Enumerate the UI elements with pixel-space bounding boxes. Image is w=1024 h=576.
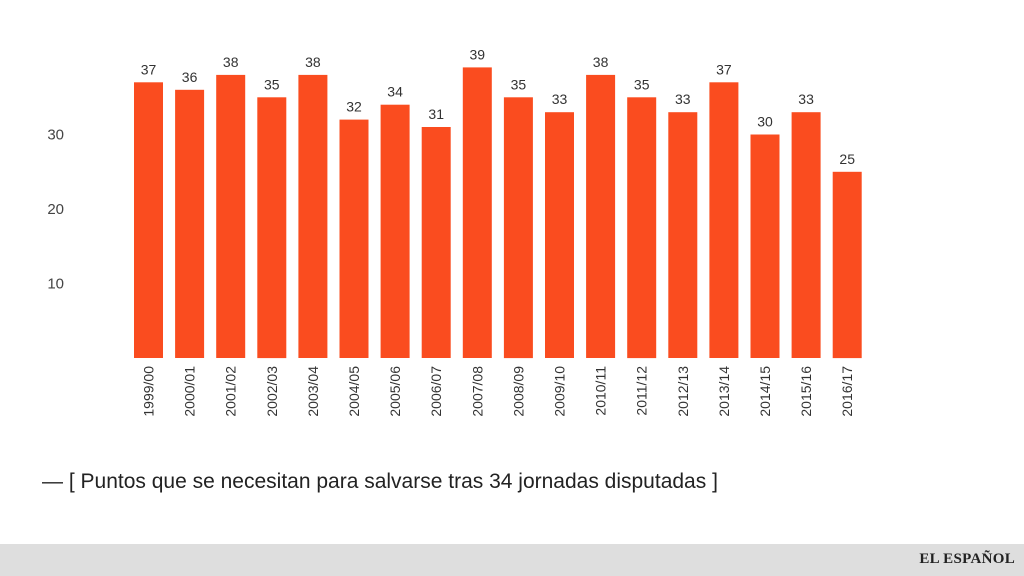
x-tick-label-2009-10: 2009/10 — [552, 366, 568, 417]
y-tick-label-30: 30 — [47, 127, 64, 144]
bar-2007-08 — [462, 67, 492, 359]
x-tick-label-2007-08: 2007/08 — [469, 366, 485, 417]
bar-2004-05 — [339, 119, 369, 358]
x-tick-label-2015-16: 2015/16 — [798, 366, 814, 417]
x-tick-label-2010-11: 2010/11 — [593, 366, 609, 416]
bar-2009-10 — [545, 112, 574, 358]
x-tick-label-2011-12: 2011/12 — [634, 366, 650, 416]
x-tick-label-2001-02: 2001/02 — [223, 366, 239, 417]
value-label-2006-07: 31 — [428, 106, 444, 122]
bar-2008-09 — [503, 97, 533, 359]
x-tick-label-1999-00: 1999/00 — [141, 366, 157, 417]
x-tick-label-2005-06: 2005/06 — [387, 366, 403, 417]
value-label-1999-00: 37 — [141, 61, 157, 77]
value-label-2001-02: 38 — [223, 54, 239, 70]
value-label-2015-16: 33 — [798, 91, 814, 107]
x-tick-label-2006-07: 2006/07 — [428, 366, 444, 417]
value-label-2003-04: 38 — [305, 54, 321, 70]
value-label-2011-12: 35 — [634, 76, 650, 92]
x-tick-label-2000-01: 2000/01 — [182, 366, 198, 417]
bar-chart: 10 20 30 37 1999/00 36 2000/01 38 2001/02 35 2002/… — [47, 46, 862, 417]
value-label-2007-08: 39 — [470, 46, 486, 62]
caption-text: [ Puntos que se necesitan para salvarse … — [68, 470, 718, 493]
bar-2002-03 — [257, 97, 287, 359]
x-tick-label-2014-15: 2014/15 — [757, 366, 773, 417]
bar-2010-11 — [586, 74, 616, 359]
x-tick-label-2008-09: 2008/09 — [510, 366, 526, 417]
bar-2006-07 — [421, 127, 451, 358]
brand-logo-text: EL ESPAÑOL — [919, 551, 1015, 567]
value-label-2013-14: 37 — [716, 61, 732, 77]
bar-2011-12 — [627, 97, 657, 359]
x-tick-label-2016-17: 2016/17 — [839, 366, 855, 417]
value-label-2005-06: 34 — [387, 84, 403, 100]
x-tick-label-2013-14: 2013/14 — [716, 366, 732, 417]
footer-bar: EL ESPAÑOL — [0, 544, 1024, 576]
bar-2003-04 — [298, 74, 328, 359]
value-label-2008-09: 35 — [511, 76, 527, 92]
chart-caption: — [ Puntos que se necesitan para salvars… — [42, 470, 718, 494]
x-tick-label-2003-04: 2003/04 — [305, 366, 321, 417]
bar-2005-06 — [380, 104, 410, 358]
value-label-2009-10: 33 — [552, 91, 568, 107]
caption-dash: — — [42, 470, 63, 493]
value-label-2002-03: 35 — [264, 76, 280, 92]
value-label-2012-13: 33 — [675, 91, 691, 107]
y-tick-label-20: 20 — [47, 201, 64, 218]
value-label-2014-15: 30 — [757, 114, 773, 130]
x-tick-label-2002-03: 2002/03 — [264, 366, 280, 417]
value-label-2010-11: 38 — [593, 54, 609, 70]
value-label-2000-01: 36 — [182, 69, 198, 85]
bar-2000-01 — [175, 89, 205, 359]
x-tick-label-2004-05: 2004/05 — [346, 366, 362, 417]
bar-2012-13 — [668, 112, 698, 358]
bar-2013-14 — [709, 82, 739, 359]
bar-2014-15 — [750, 134, 780, 358]
value-label-2004-05: 32 — [346, 99, 362, 115]
bar-1999-00 — [134, 82, 163, 359]
y-tick-label-10: 10 — [47, 276, 64, 293]
bar-2001-02 — [216, 74, 246, 359]
bar-2015-16 — [791, 112, 821, 358]
x-tick-label-2012-13: 2012/13 — [675, 366, 691, 417]
value-label-2016-17: 25 — [839, 151, 855, 167]
bar-2016-17 — [832, 171, 862, 359]
